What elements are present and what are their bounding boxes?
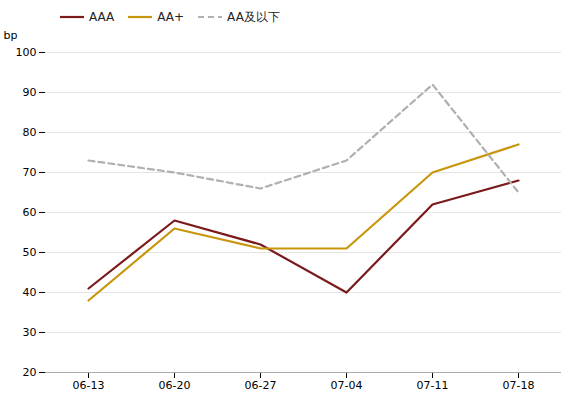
- svg-text:30: 30: [23, 326, 37, 339]
- svg-text:90: 90: [23, 86, 37, 99]
- svg-text:bp: bp: [4, 29, 18, 42]
- svg-text:70: 70: [23, 166, 37, 179]
- html-text:AA及以下: AA及以下: [227, 9, 280, 24]
- svg-text:50: 50: [23, 246, 37, 259]
- svg-text:40: 40: [23, 286, 37, 299]
- svg-text:07-04: 07-04: [331, 379, 363, 392]
- svg-text:06-20: 06-20: [159, 379, 191, 392]
- svg-text:06-13: 06-13: [73, 379, 105, 392]
- html-text:AA+: AA+: [157, 10, 185, 24]
- svg-text:07-18: 07-18: [503, 379, 535, 392]
- svg-text:80: 80: [23, 126, 37, 139]
- svg-text:20: 20: [23, 366, 37, 379]
- svg-text:07-11: 07-11: [417, 379, 449, 392]
- svg-text:06-27: 06-27: [245, 379, 277, 392]
- html-text:AAA: AAA: [89, 10, 115, 24]
- svg-text:100: 100: [16, 46, 37, 59]
- svg-text:60: 60: [23, 206, 37, 219]
